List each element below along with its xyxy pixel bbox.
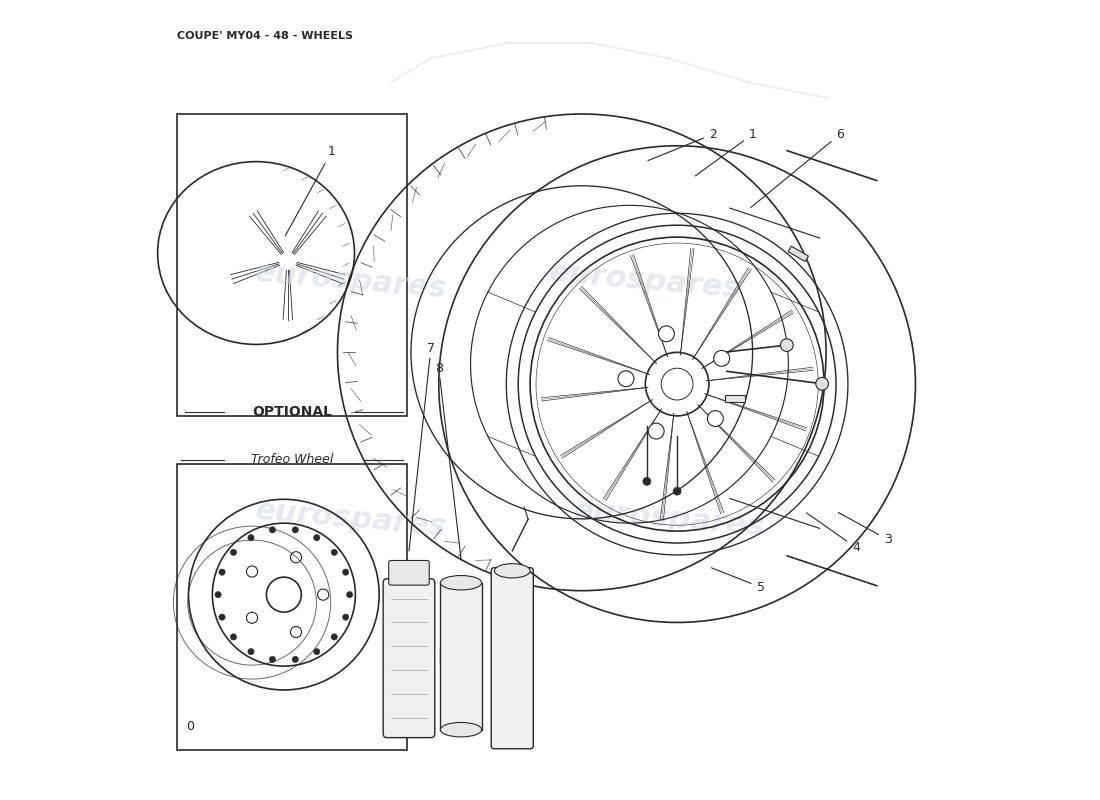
Circle shape [270,526,276,533]
Circle shape [248,649,254,654]
Text: eurospares: eurospares [572,496,767,542]
Bar [788,246,808,262]
Circle shape [642,478,651,486]
Circle shape [707,410,724,426]
FancyBboxPatch shape [177,114,407,416]
Text: 3: 3 [838,513,891,546]
FancyBboxPatch shape [440,582,482,730]
Text: eurospares: eurospares [254,496,449,542]
Text: 2: 2 [648,128,717,161]
Circle shape [346,591,353,598]
Circle shape [270,656,276,662]
Circle shape [342,569,349,575]
Text: 7: 7 [409,342,434,551]
Circle shape [659,326,674,342]
Circle shape [648,423,664,439]
Circle shape [214,591,221,598]
Text: COUPE' MY04 - 48 - WHEELS: COUPE' MY04 - 48 - WHEELS [177,30,353,41]
Circle shape [673,487,681,495]
Circle shape [230,634,236,640]
Circle shape [618,370,634,386]
Circle shape [293,526,298,533]
FancyBboxPatch shape [492,568,534,749]
Circle shape [293,656,298,662]
Text: OPTIONAL: OPTIONAL [252,405,332,419]
Text: 4: 4 [806,513,860,554]
Circle shape [219,569,225,575]
Ellipse shape [440,722,482,737]
Bar [725,395,745,402]
Circle shape [248,534,254,541]
Circle shape [331,549,338,555]
Circle shape [314,649,320,654]
Ellipse shape [440,575,482,590]
Circle shape [714,350,729,366]
Text: 8: 8 [434,362,461,559]
FancyBboxPatch shape [388,561,429,585]
Text: eurospares: eurospares [254,258,449,304]
FancyBboxPatch shape [383,578,434,738]
Text: eurospares: eurospares [548,258,742,304]
Circle shape [331,634,338,640]
Ellipse shape [494,564,530,578]
Circle shape [342,614,349,620]
Text: 1: 1 [285,146,336,236]
Text: 1: 1 [695,128,757,176]
FancyBboxPatch shape [177,463,407,750]
Circle shape [816,378,828,390]
Circle shape [314,534,320,541]
Circle shape [230,549,236,555]
Text: Trofeo Wheel: Trofeo Wheel [251,453,333,466]
Text: 6: 6 [751,128,844,207]
Text: 0: 0 [186,720,194,733]
Circle shape [219,614,225,620]
Text: 5: 5 [712,568,764,594]
Circle shape [661,368,693,400]
Circle shape [781,338,793,351]
